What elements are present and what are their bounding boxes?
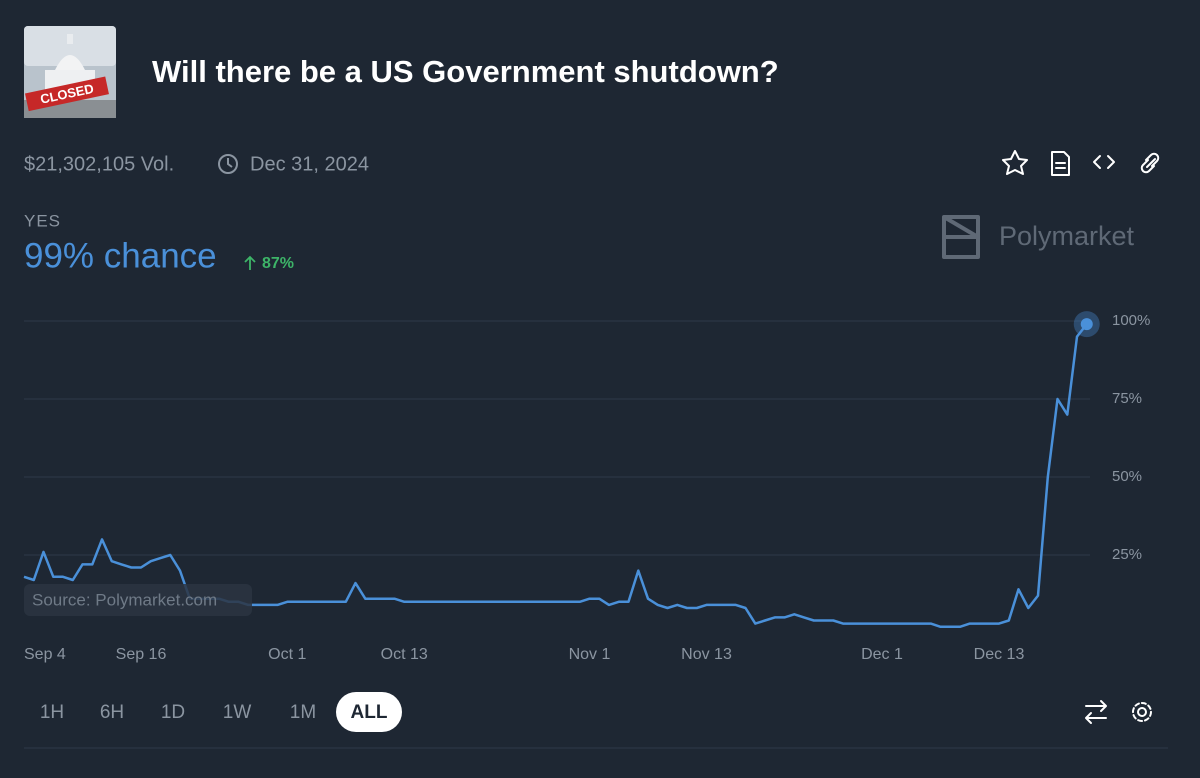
up-arrow [244, 255, 256, 270]
range-button[interactable]: 1D [161, 702, 185, 723]
volume: $21,302,105 Vol. [24, 153, 174, 175]
source: Source: Polymarket.com [32, 590, 217, 609]
x-tick-label: Oct 13 [381, 646, 428, 663]
x-tick-label: Dec 13 [974, 646, 1025, 663]
range-button[interactable]: 1W [223, 702, 252, 723]
settings-button[interactable] [1132, 702, 1152, 722]
x-tick-label: Sep 16 [116, 646, 167, 663]
clock-icon [218, 154, 238, 174]
y-tick-label: 75% [1112, 390, 1142, 407]
x-tick-label: Nov 1 [569, 646, 611, 663]
range-selector: 1H 6H 1D 1W 1M ALL [40, 692, 402, 732]
y-tick-label: 50% [1112, 468, 1142, 485]
x-tick-label: Dec 1 [861, 646, 903, 663]
x-tick-label: Sep 4 [24, 646, 66, 663]
last-point [1080, 318, 1093, 331]
copy-link-button[interactable] [1140, 152, 1160, 174]
source-box [24, 584, 252, 616]
outcome-label: YES [24, 211, 61, 230]
market-title: Will there be a US Government shutdown? [152, 54, 779, 89]
brand-logo [942, 215, 980, 259]
market-image: CLOSED [24, 26, 116, 118]
price-line [23, 323, 1088, 629]
x-tick-label: Nov 13 [681, 646, 732, 663]
swap-button[interactable] [1085, 700, 1107, 724]
range-pill[interactable] [336, 692, 402, 732]
outcome-chance: 99% chance [24, 236, 217, 275]
end-date: Dec 31, 2024 [250, 153, 369, 175]
outcome-change: 87% [262, 255, 294, 272]
y-tick-label: 25% [1112, 546, 1142, 563]
y-tick-label: 100% [1112, 312, 1150, 329]
brand-name: Polymarket [999, 221, 1135, 251]
star-button[interactable] [1002, 150, 1028, 175]
x-tick-label: Oct 1 [268, 646, 306, 663]
chart: 100% 75% 50% 25% Sep 4 Sep 16 Oct 1 Oct 13 Nov 1… [23, 311, 1150, 663]
range-button[interactable]: 1M [290, 702, 316, 723]
range-button[interactable]: ALL [351, 702, 388, 723]
range-button[interactable]: 6H [100, 702, 124, 723]
details-button[interactable] [1051, 151, 1070, 176]
range-button[interactable]: 1H [40, 702, 64, 723]
embed-button[interactable] [1093, 155, 1115, 169]
